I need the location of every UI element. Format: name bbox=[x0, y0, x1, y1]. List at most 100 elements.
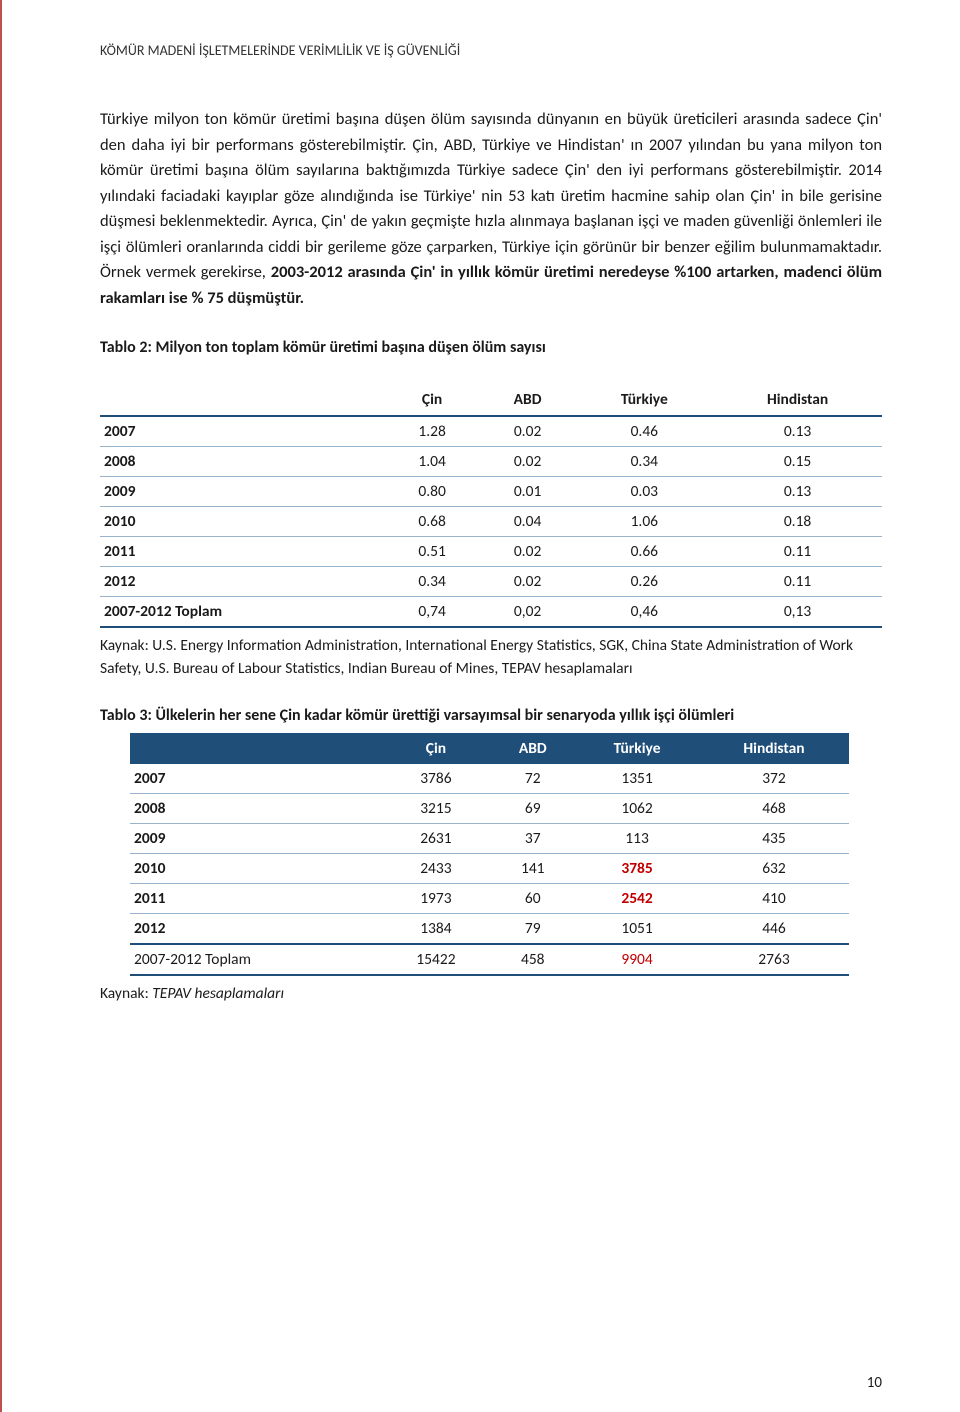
table2-cell: 0,46 bbox=[576, 596, 714, 627]
table-row: 20090.800.010.030.13 bbox=[100, 476, 882, 506]
table3-cell: 446 bbox=[699, 914, 850, 945]
table3-cell: 3785 bbox=[576, 854, 699, 884]
table-row: 201024331413785632 bbox=[130, 854, 849, 884]
table3-source-prefix: Kaynak: bbox=[100, 984, 152, 1003]
table2-cell: 0,74 bbox=[385, 596, 480, 627]
table2-cell: 0.02 bbox=[480, 446, 576, 476]
table2-rowlabel: 2008 bbox=[100, 446, 385, 476]
table3: Çin ABD Türkiye Hindistan 20073786721351… bbox=[130, 733, 849, 976]
table2-rowlabel: 2010 bbox=[100, 506, 385, 536]
table2-col0 bbox=[100, 385, 385, 416]
table2-cell: 0.34 bbox=[576, 446, 714, 476]
table-row: 20110.510.020.660.11 bbox=[100, 536, 882, 566]
table-row: 20081.040.020.340.15 bbox=[100, 446, 882, 476]
table-row: 20111973602542410 bbox=[130, 884, 849, 914]
table2-cell: 0.02 bbox=[480, 566, 576, 596]
table3-cell: 141 bbox=[490, 854, 576, 884]
table3-wrap: Çin ABD Türkiye Hindistan 20073786721351… bbox=[100, 733, 882, 976]
table2: Çin ABD Türkiye Hindistan 20071.280.020.… bbox=[100, 365, 882, 628]
table3-cell: 458 bbox=[490, 944, 576, 975]
table2-cell: 0.80 bbox=[385, 476, 480, 506]
table3-rowlabel: 2009 bbox=[130, 824, 382, 854]
table3-cell: 9904 bbox=[576, 944, 699, 975]
table3-cell: 2542 bbox=[576, 884, 699, 914]
table3-rowlabel: 2011 bbox=[130, 884, 382, 914]
table2-cell: 0.66 bbox=[576, 536, 714, 566]
body-paragraph: Türkiye milyon ton kömür üretimi başına … bbox=[100, 107, 882, 312]
table2-col2: ABD bbox=[480, 385, 576, 416]
table3-rowlabel: 2007 bbox=[130, 764, 382, 794]
table3-cell: 1973 bbox=[382, 884, 490, 914]
table-row: 2007-2012 Toplam1542245899042763 bbox=[130, 944, 849, 975]
table3-rowlabel: 2010 bbox=[130, 854, 382, 884]
table3-cell: 1351 bbox=[576, 764, 699, 794]
table2-cell: 1.06 bbox=[576, 506, 714, 536]
table2-cell: 0.34 bbox=[385, 566, 480, 596]
table3-cell: 2631 bbox=[382, 824, 490, 854]
table2-cell: 0.02 bbox=[480, 536, 576, 566]
table3-cell: 2763 bbox=[699, 944, 850, 975]
table3-cell: 72 bbox=[490, 764, 576, 794]
table-row: 2009263137113435 bbox=[130, 824, 849, 854]
table2-cell: 1.28 bbox=[385, 416, 480, 447]
table-row: 20071.280.020.460.13 bbox=[100, 416, 882, 447]
table2-cell: 0.02 bbox=[480, 416, 576, 447]
table3-cell: 37 bbox=[490, 824, 576, 854]
table2-source: Kaynak: U.S. Energy Information Administ… bbox=[100, 634, 882, 681]
page: KÖMÜR MADENİ İŞLETMELERİNDE VERİMLİLİK V… bbox=[0, 0, 960, 1412]
table2-col3: Türkiye bbox=[576, 385, 714, 416]
table2-cell: 0,13 bbox=[713, 596, 882, 627]
table-row: 20083215691062468 bbox=[130, 794, 849, 824]
table3-cell: 372 bbox=[699, 764, 850, 794]
table3-rowlabel: 2007-2012 Toplam bbox=[130, 944, 382, 975]
table2-cell: 0.04 bbox=[480, 506, 576, 536]
table3-col1: Çin bbox=[382, 733, 490, 764]
table2-rowlabel: 2012 bbox=[100, 566, 385, 596]
table2-cell: 0.11 bbox=[713, 566, 882, 596]
table3-cell: 435 bbox=[699, 824, 850, 854]
table3-cell: 468 bbox=[699, 794, 850, 824]
table3-source-italic: TEPAV hesaplamaları bbox=[152, 984, 284, 1003]
table2-rowlabel: 2007 bbox=[100, 416, 385, 447]
table3-col2: ABD bbox=[490, 733, 576, 764]
table2-cell: 0.13 bbox=[713, 416, 882, 447]
table3-rowlabel: 2012 bbox=[130, 914, 382, 945]
table3-cell: 3786 bbox=[382, 764, 490, 794]
table3-cell: 79 bbox=[490, 914, 576, 945]
table2-cell: 1.04 bbox=[385, 446, 480, 476]
table3-col0 bbox=[130, 733, 382, 764]
table2-cell: 0.51 bbox=[385, 536, 480, 566]
table-row: 20100.680.041.060.18 bbox=[100, 506, 882, 536]
table2-col4: Hindistan bbox=[713, 385, 882, 416]
table3-cell: 632 bbox=[699, 854, 850, 884]
table3-cell: 410 bbox=[699, 884, 850, 914]
table2-cell: 0.11 bbox=[713, 536, 882, 566]
table3-cell: 2433 bbox=[382, 854, 490, 884]
table2-cell: 0.13 bbox=[713, 476, 882, 506]
table3-cell: 60 bbox=[490, 884, 576, 914]
table3-rowlabel: 2008 bbox=[130, 794, 382, 824]
table2-cell: 0.03 bbox=[576, 476, 714, 506]
table2-cell: 0.01 bbox=[480, 476, 576, 506]
table-row: 20121384791051446 bbox=[130, 914, 849, 945]
table3-col3: Türkiye bbox=[576, 733, 699, 764]
table2-cell: 0.15 bbox=[713, 446, 882, 476]
table2-cell: 0,02 bbox=[480, 596, 576, 627]
table3-cell: 1384 bbox=[382, 914, 490, 945]
table3-caption: Tablo 3: Ülkelerin her sene Çin kadar kö… bbox=[100, 706, 882, 725]
page-number: 10 bbox=[867, 1374, 882, 1392]
table2-cell: 0.68 bbox=[385, 506, 480, 536]
table2-rowlabel: 2011 bbox=[100, 536, 385, 566]
table2-rowlabel: 2009 bbox=[100, 476, 385, 506]
table2-spacer bbox=[100, 365, 882, 385]
table-row: 20120.340.020.260.11 bbox=[100, 566, 882, 596]
table-row: 20073786721351372 bbox=[130, 764, 849, 794]
table3-cell: 69 bbox=[490, 794, 576, 824]
table3-cell: 1062 bbox=[576, 794, 699, 824]
table3-cell: 3215 bbox=[382, 794, 490, 824]
body-p1b: Çin, ABD, Türkiye ve Hindistan' ın 2007 … bbox=[100, 135, 882, 283]
table3-col4: Hindistan bbox=[699, 733, 850, 764]
table2-col1: Çin bbox=[385, 385, 480, 416]
table3-cell: 15422 bbox=[382, 944, 490, 975]
table3-cell: 113 bbox=[576, 824, 699, 854]
